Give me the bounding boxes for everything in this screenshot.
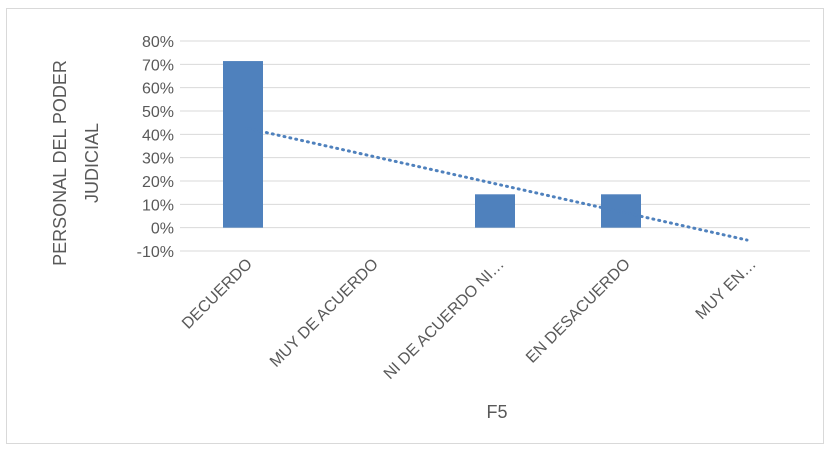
y-tick-label: 70% [142, 57, 174, 74]
y-tick-label: 60% [142, 81, 174, 98]
x-tick-label: MUY DE ACUERDO [267, 256, 382, 371]
y-tick-label: 40% [142, 127, 174, 144]
chart-frame: -10% 0% 10% 20% 30% 40% 50% 60% 70% 80% DECUERDO M… [6, 8, 824, 444]
y-tick-label: 20% [142, 174, 174, 191]
y-tick-label: 30% [142, 151, 174, 168]
y-tick-label: 50% [142, 104, 174, 121]
y-axis-tick-labels: -10% 0% 10% 20% 30% 40% 50% 60% 70% 80% [137, 34, 174, 261]
trendline [241, 125, 749, 242]
y-tick-label: 0% [151, 221, 174, 238]
y-tick-label: 10% [142, 197, 174, 214]
bar [601, 194, 641, 228]
y-axis-label-line-1: PERSONAL DEL PODER [50, 60, 70, 266]
y-axis-label-line-2: JUDICIAL [82, 123, 102, 203]
y-tick-label: -10% [137, 244, 174, 261]
x-tick-label: DECUERDO [179, 256, 256, 333]
gridlines [180, 40, 810, 252]
x-tick-label: EN DESACUERDO [523, 256, 634, 367]
bars [223, 61, 641, 228]
bar [475, 194, 515, 228]
x-tick-label: NI DE ACUERDO NI… [381, 256, 508, 383]
trendline-path [241, 125, 749, 242]
bar-chart: -10%0%10%20%30%40%50%60%70%80% DECUERDO M… [50, 34, 810, 422]
x-tick-label: MUY EN… [693, 256, 760, 323]
x-axis-label: F5 [486, 402, 507, 422]
y-tick-label: 80% [142, 34, 174, 51]
bar [223, 61, 263, 228]
